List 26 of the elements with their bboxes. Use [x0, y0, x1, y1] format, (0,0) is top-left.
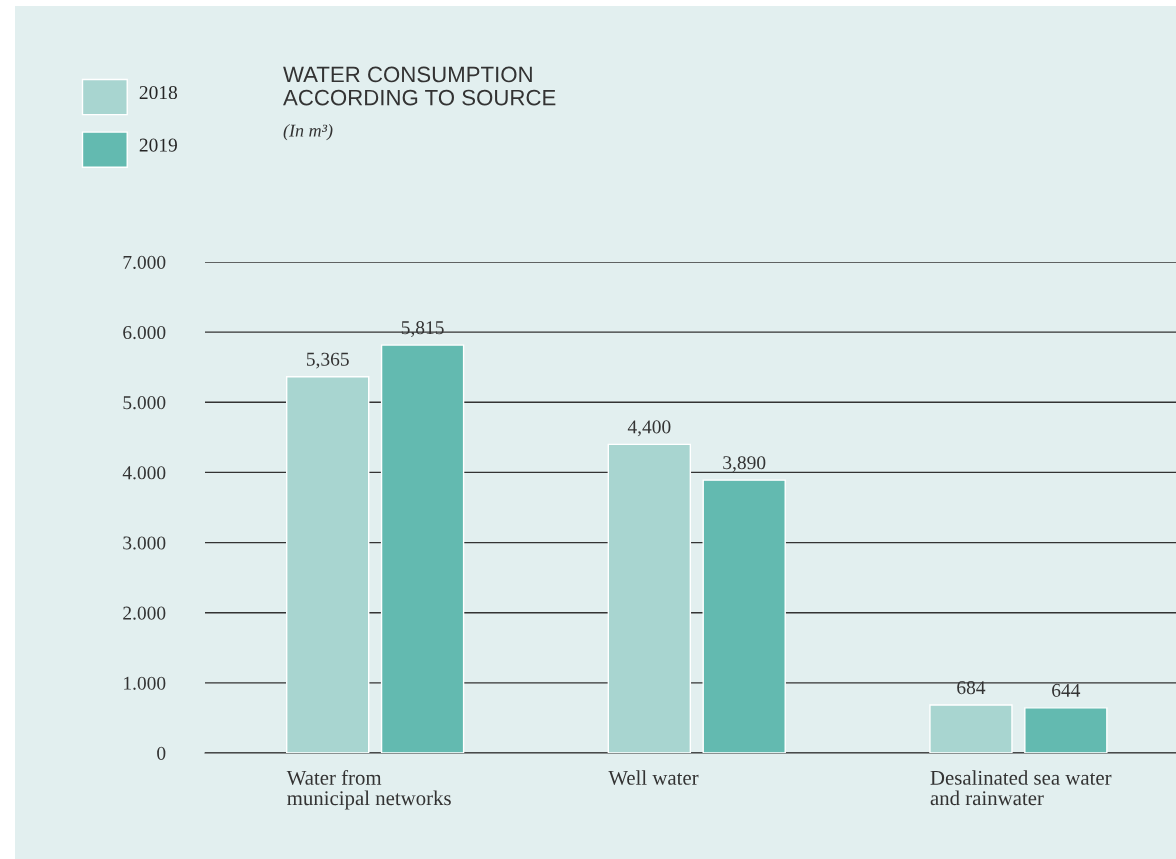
text: 684 [957, 681, 986, 695]
x-tick-label: Water from municipal networks [286, 769, 451, 810]
x-tick-label: Desalinated sea water and rainwater [930, 770, 1112, 806]
legend-label: 2019 [139, 138, 177, 152]
bar [607, 443, 692, 753]
y-tick-label: 1.000 [124, 676, 166, 690]
y-tick-label: 0 [157, 746, 166, 760]
chart-title: WATER CONSUMPTION ACCORDING TO SOURCE [283, 66, 556, 106]
y-tick-label: 6.000 [123, 325, 166, 340]
y-tick-label: 5.000 [123, 396, 166, 410]
chart-subtitle: (In m³) [283, 124, 333, 141]
x-tick-label: Well water [608, 770, 699, 785]
y-tick-label: 3.000 [123, 536, 166, 550]
bar [285, 375, 370, 753]
legend-label: 2018 [139, 85, 178, 100]
y-tick-label: 4.000 [122, 466, 166, 480]
y-tick-label: 2.000 [123, 606, 166, 620]
text: 3,890 [723, 456, 766, 473]
text: 5,365 [306, 352, 349, 369]
bar [1024, 707, 1108, 753]
y-tick-label: 7.000 [123, 255, 166, 270]
bar [929, 704, 1013, 753]
bar [702, 479, 786, 753]
text: 4,400 [627, 420, 671, 437]
bar [380, 344, 465, 753]
text: 644 [1052, 683, 1081, 697]
